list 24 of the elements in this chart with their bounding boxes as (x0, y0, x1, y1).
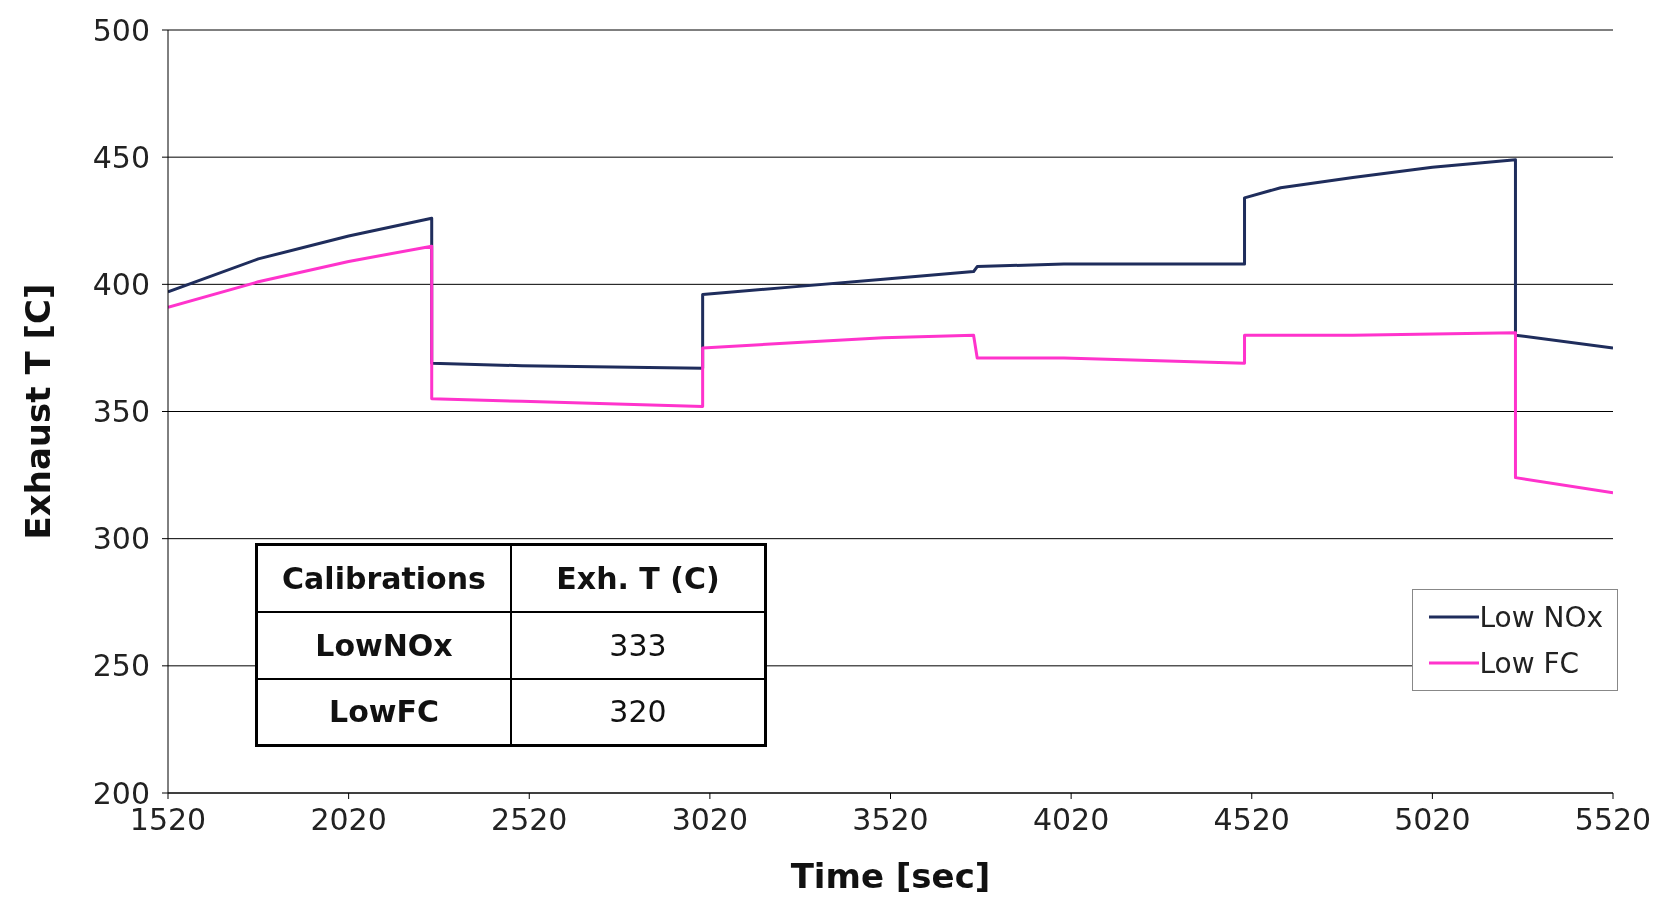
legend-label: Low NOx (1479, 600, 1603, 634)
x-tick-label: 4520 (1213, 802, 1290, 838)
y-tick-label: 250 (92, 648, 150, 684)
x-axis-title: Time [sec] (790, 856, 991, 896)
x-tick-label: 2020 (310, 802, 387, 838)
annotation: 333 (511, 611, 766, 679)
x-tick-label: 3520 (852, 802, 929, 838)
annotation: LowNOx (256, 611, 511, 679)
annotation: LowFC (256, 678, 511, 746)
y-tick-label: 450 (92, 139, 150, 175)
x-tick-label: 4020 (1032, 802, 1110, 838)
annotation: 320 (511, 678, 766, 746)
annotation: Calibrations (256, 544, 511, 612)
annotation: Exh. T (C) (511, 544, 766, 612)
y-tick-label: 300 (92, 521, 150, 557)
legend-label: Low FC (1479, 646, 1580, 680)
y-tick-label: 400 (92, 266, 150, 302)
y-tick-label: 500 (92, 12, 150, 48)
x-tick-label: 5520 (1574, 802, 1652, 838)
x-tick-label: 2520 (491, 802, 568, 838)
y-tick-label: 350 (92, 394, 150, 430)
y-axis-title: Exhaust T [C] (18, 283, 59, 540)
x-tick-label: 5020 (1394, 802, 1471, 838)
x-tick-label: 3020 (671, 802, 749, 838)
